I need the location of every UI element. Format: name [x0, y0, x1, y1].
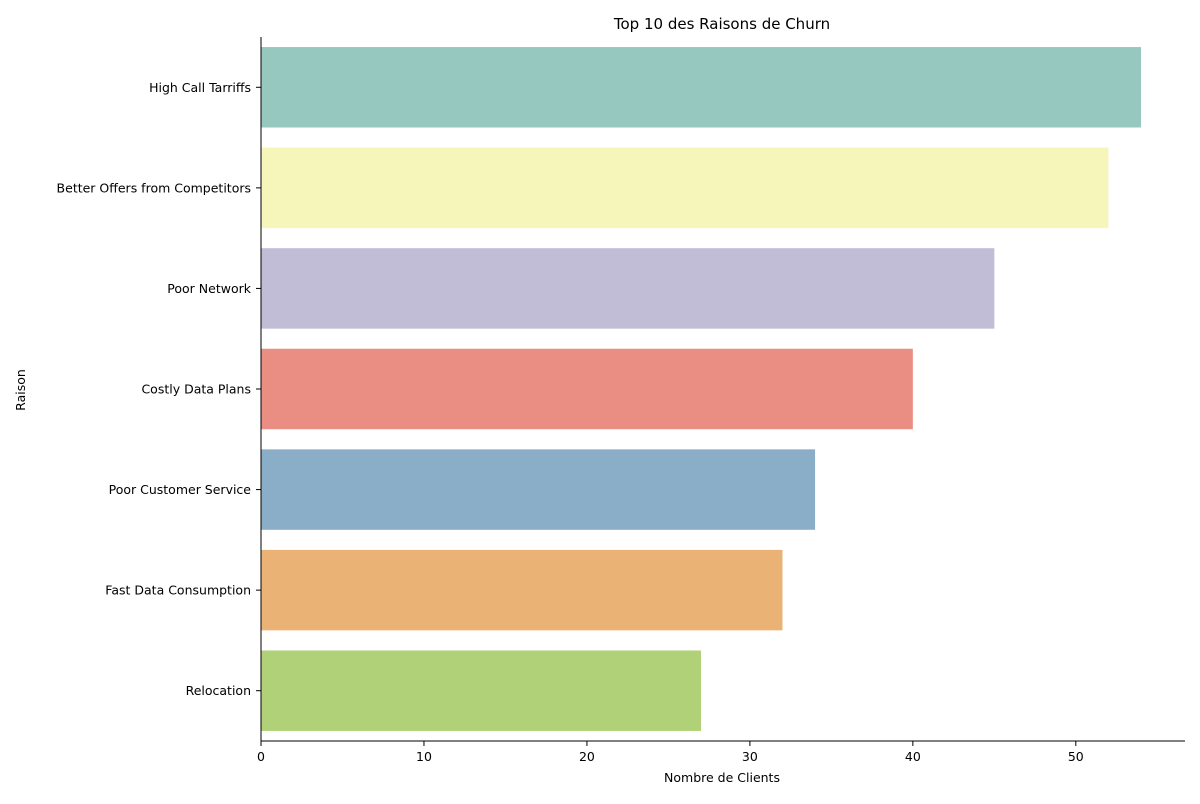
y-tick-label: Poor Customer Service [109, 482, 252, 497]
x-axis-label: Nombre de Clients [664, 770, 780, 785]
y-tick-label: Fast Data Consumption [105, 583, 251, 598]
y-tick-label: Costly Data Plans [141, 382, 251, 397]
x-tick-label: 30 [742, 749, 758, 764]
chart-title: Top 10 des Raisons de Churn [613, 15, 830, 33]
x-tick-label: 20 [579, 749, 595, 764]
x-tick-label: 50 [1068, 749, 1084, 764]
y-axis-label: Raison [13, 369, 28, 411]
x-tick-label: 10 [416, 749, 432, 764]
bars-layer [261, 47, 1141, 731]
bar-4 [261, 449, 816, 530]
y-tick-label: Relocation [186, 683, 251, 698]
x-tick-label: 0 [257, 749, 265, 764]
y-tick-label: Poor Network [167, 281, 251, 296]
bar-1 [261, 147, 1109, 229]
y-axis-ticks: High Call Tarriffs Better Offers from Com… [57, 80, 261, 698]
bar-5 [261, 549, 783, 631]
y-tick-label: High Call Tarriffs [149, 80, 251, 95]
bar-6 [261, 650, 701, 731]
bar-0 [261, 47, 1141, 128]
y-tick-label: Better Offers from Competitors [57, 180, 251, 195]
x-tick-label: 40 [905, 749, 921, 764]
bar-2 [261, 248, 995, 329]
bar-3 [261, 348, 913, 430]
x-axis-ticks: 0 10 20 30 40 50 [257, 741, 1084, 764]
